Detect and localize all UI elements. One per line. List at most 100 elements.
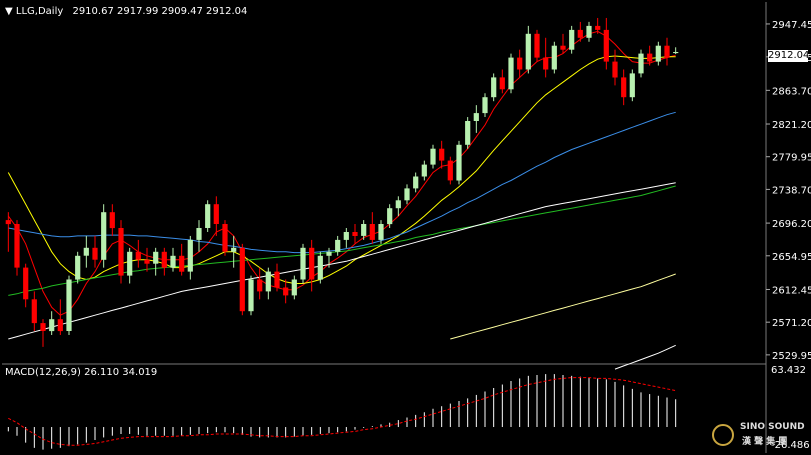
candle-body bbox=[49, 319, 55, 332]
candle-body bbox=[647, 53, 653, 62]
price-axis: 2947.452905.952863.702821.202779.952738.… bbox=[766, 20, 811, 362]
candle-body bbox=[621, 77, 627, 98]
price-tick-label: 2738.70 bbox=[772, 185, 811, 196]
candle bbox=[239, 243, 245, 316]
candle-body bbox=[673, 52, 679, 54]
candle-body bbox=[109, 212, 115, 229]
candle bbox=[248, 275, 254, 316]
candle bbox=[638, 49, 644, 78]
candle-body bbox=[179, 255, 185, 272]
candle-body bbox=[31, 299, 37, 324]
candle bbox=[5, 212, 11, 252]
price-tick-label: 2571.20 bbox=[772, 318, 811, 329]
candle bbox=[395, 196, 401, 217]
candle-body bbox=[543, 57, 549, 70]
candle-body bbox=[257, 279, 263, 292]
candle-body bbox=[291, 279, 297, 296]
candle-body bbox=[395, 200, 401, 209]
candle-body bbox=[326, 251, 332, 256]
price-tick-label: 2779.95 bbox=[772, 153, 811, 164]
candle bbox=[439, 140, 445, 169]
candle bbox=[499, 69, 505, 94]
candle bbox=[317, 251, 323, 284]
candle bbox=[621, 69, 627, 106]
candle-body bbox=[213, 204, 219, 224]
candle bbox=[222, 220, 228, 256]
symbol-timeframe: LLG,Daily bbox=[15, 6, 64, 17]
candle bbox=[291, 275, 297, 300]
price-tick-label: 2821.20 bbox=[772, 120, 811, 131]
ma-pale-line bbox=[450, 273, 676, 340]
candle-body bbox=[664, 45, 670, 58]
candle bbox=[161, 247, 167, 276]
ma-lowest-line bbox=[614, 344, 676, 370]
dropdown-triangle-icon[interactable]: ▼ bbox=[5, 6, 13, 17]
candle-body bbox=[300, 247, 306, 280]
candle-body bbox=[144, 259, 150, 264]
logo-text-zh: 漢 聲 集 團 bbox=[742, 437, 788, 447]
candle-body bbox=[638, 53, 644, 74]
candle bbox=[534, 29, 540, 62]
macd-min-label: -26.486 bbox=[771, 440, 810, 451]
candle bbox=[283, 279, 289, 304]
price-tick-label: 2863.70 bbox=[772, 86, 811, 97]
candle-body bbox=[231, 247, 237, 252]
candle-body bbox=[66, 279, 72, 331]
candle-body bbox=[387, 208, 393, 225]
logo-text-en: SINO SOUND bbox=[740, 422, 805, 432]
price-tick-label: 2654.95 bbox=[772, 252, 811, 263]
candle-body bbox=[430, 148, 436, 165]
macd-signal-line bbox=[8, 377, 676, 446]
candle bbox=[118, 220, 124, 284]
candle-body bbox=[153, 251, 159, 264]
candle bbox=[127, 247, 133, 284]
candle bbox=[75, 251, 81, 284]
chart-header: ▼ LLG,Daily 2910.67 2917.99 2909.47 2912… bbox=[5, 6, 247, 17]
candle-body bbox=[83, 247, 89, 256]
candle bbox=[92, 235, 98, 268]
candle-body bbox=[629, 73, 635, 98]
ma-white-line bbox=[8, 182, 676, 340]
candle-body bbox=[57, 319, 63, 332]
candle-body bbox=[378, 224, 384, 240]
candle bbox=[352, 224, 358, 244]
macd-max-label: 63.432 bbox=[771, 365, 806, 376]
candles bbox=[5, 17, 679, 347]
candle bbox=[101, 204, 107, 268]
candle bbox=[343, 228, 349, 248]
candle-body bbox=[603, 29, 609, 62]
candle bbox=[378, 220, 384, 244]
candle-body bbox=[343, 232, 349, 240]
candle bbox=[109, 204, 115, 236]
candle-body bbox=[135, 251, 141, 260]
candle-body bbox=[534, 33, 540, 58]
candle-body bbox=[161, 251, 167, 268]
current-price-tag: 2912.04 bbox=[768, 50, 810, 62]
candle bbox=[326, 247, 332, 268]
candle bbox=[31, 291, 37, 332]
candle-body bbox=[655, 45, 661, 62]
candle-body bbox=[265, 271, 271, 292]
candle-body bbox=[239, 247, 245, 312]
candle bbox=[369, 212, 375, 244]
candle-body bbox=[560, 45, 566, 50]
candle bbox=[655, 41, 661, 66]
candle-body bbox=[369, 224, 375, 240]
candle bbox=[447, 156, 453, 185]
candle bbox=[595, 17, 601, 34]
candle bbox=[629, 69, 635, 102]
price-tick-label: 2947.45 bbox=[772, 20, 811, 31]
candle-body bbox=[196, 228, 202, 240]
candle bbox=[473, 105, 479, 133]
candle bbox=[577, 21, 583, 42]
candle bbox=[196, 220, 202, 252]
candle-body bbox=[456, 144, 462, 181]
candle bbox=[213, 196, 219, 236]
candle-body bbox=[525, 33, 531, 70]
candle bbox=[135, 239, 141, 268]
candle-body bbox=[577, 29, 583, 38]
candle bbox=[664, 37, 670, 66]
candle-body bbox=[75, 255, 81, 280]
